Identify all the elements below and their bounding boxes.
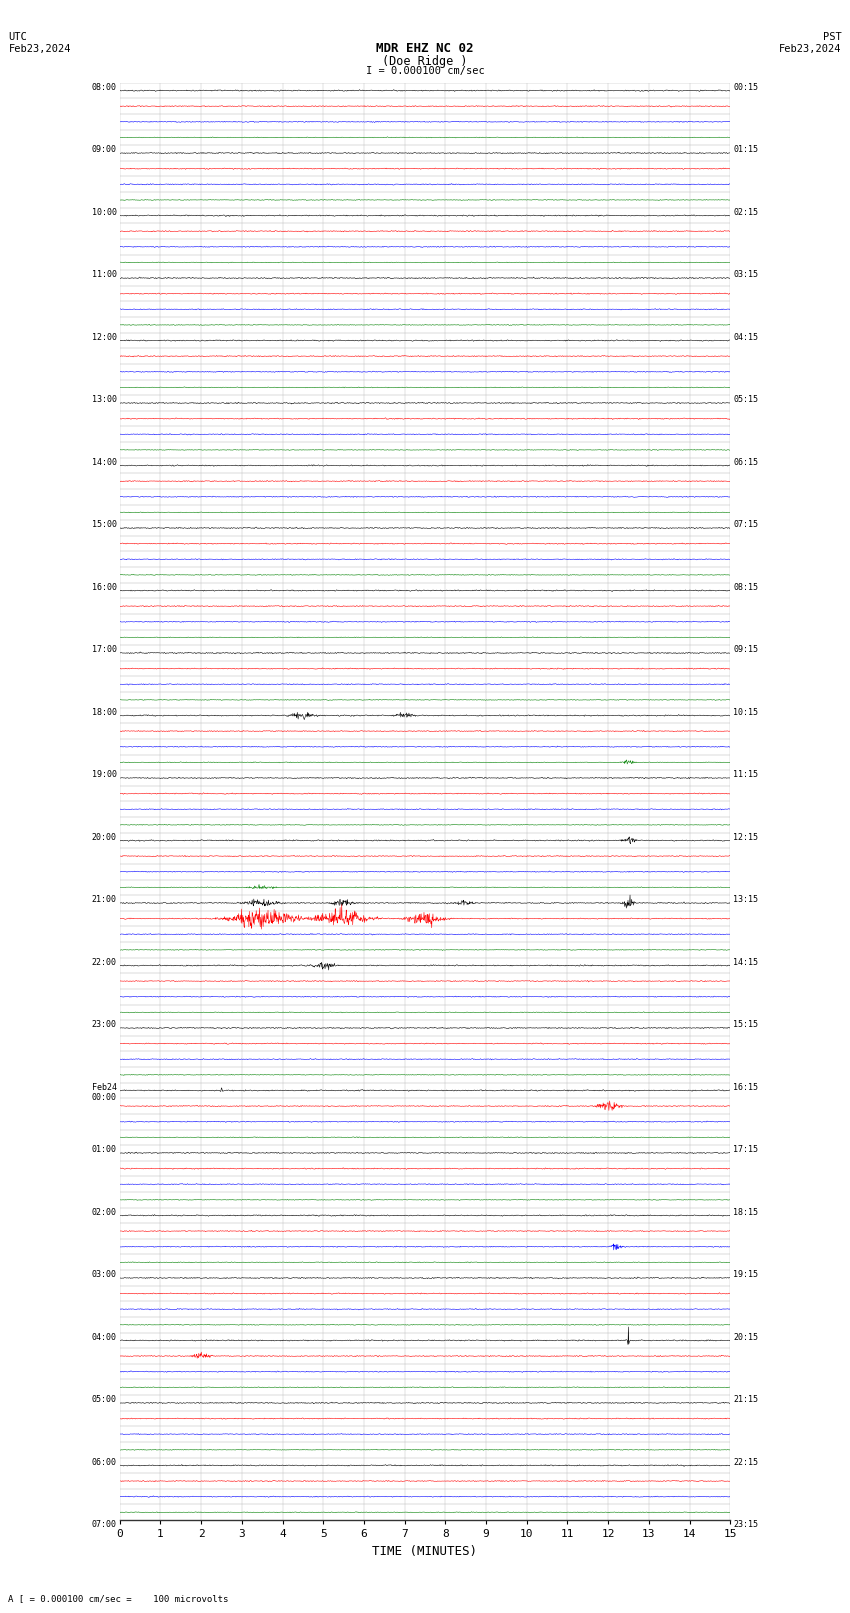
Text: 04:00: 04:00 [92,1332,116,1342]
Text: 23:15: 23:15 [734,1519,758,1529]
Text: 00:15: 00:15 [734,82,758,92]
Text: PST: PST [823,32,842,42]
Text: 06:15: 06:15 [734,458,758,466]
Text: 21:00: 21:00 [92,895,116,905]
Text: 10:00: 10:00 [92,208,116,216]
Text: 02:15: 02:15 [734,208,758,216]
Text: Feb24
00:00: Feb24 00:00 [92,1082,116,1102]
Text: 15:15: 15:15 [734,1019,758,1029]
Text: 03:00: 03:00 [92,1269,116,1279]
Text: 20:00: 20:00 [92,832,116,842]
Text: 01:15: 01:15 [734,145,758,155]
Text: 14:15: 14:15 [734,958,758,966]
Text: 10:15: 10:15 [734,708,758,716]
Text: Feb23,2024: Feb23,2024 [779,44,842,53]
Text: 16:15: 16:15 [734,1082,758,1092]
Text: 07:00: 07:00 [92,1519,116,1529]
Text: 19:15: 19:15 [734,1269,758,1279]
Text: 05:00: 05:00 [92,1395,116,1403]
Text: 23:00: 23:00 [92,1019,116,1029]
Text: 13:15: 13:15 [734,895,758,905]
Text: 16:00: 16:00 [92,582,116,592]
Text: 09:15: 09:15 [734,645,758,655]
Text: UTC: UTC [8,32,27,42]
Text: 03:15: 03:15 [734,271,758,279]
Text: 19:00: 19:00 [92,769,116,779]
Text: 04:15: 04:15 [734,332,758,342]
Text: 15:00: 15:00 [92,521,116,529]
Text: 11:15: 11:15 [734,769,758,779]
Text: MDR EHZ NC 02: MDR EHZ NC 02 [377,42,473,55]
Text: 11:00: 11:00 [92,271,116,279]
Text: 08:15: 08:15 [734,582,758,592]
Text: 08:00: 08:00 [92,82,116,92]
X-axis label: TIME (MINUTES): TIME (MINUTES) [372,1545,478,1558]
Text: 18:15: 18:15 [734,1208,758,1216]
Text: 18:00: 18:00 [92,708,116,716]
Text: 01:00: 01:00 [92,1145,116,1155]
Text: 07:15: 07:15 [734,521,758,529]
Text: Feb23,2024: Feb23,2024 [8,44,71,53]
Text: 12:00: 12:00 [92,332,116,342]
Text: 14:00: 14:00 [92,458,116,466]
Text: 22:00: 22:00 [92,958,116,966]
Text: 20:15: 20:15 [734,1332,758,1342]
Text: 12:15: 12:15 [734,832,758,842]
Text: I = 0.000100 cm/sec: I = 0.000100 cm/sec [366,66,484,76]
Text: 05:15: 05:15 [734,395,758,405]
Text: 17:00: 17:00 [92,645,116,655]
Text: 21:15: 21:15 [734,1395,758,1403]
Text: 13:00: 13:00 [92,395,116,405]
Text: 09:00: 09:00 [92,145,116,155]
Text: 22:15: 22:15 [734,1458,758,1466]
Text: 17:15: 17:15 [734,1145,758,1155]
Text: 02:00: 02:00 [92,1208,116,1216]
Text: 06:00: 06:00 [92,1458,116,1466]
Text: A [ = 0.000100 cm/sec =    100 microvolts: A [ = 0.000100 cm/sec = 100 microvolts [8,1594,229,1603]
Text: (Doe Ridge ): (Doe Ridge ) [382,55,468,68]
